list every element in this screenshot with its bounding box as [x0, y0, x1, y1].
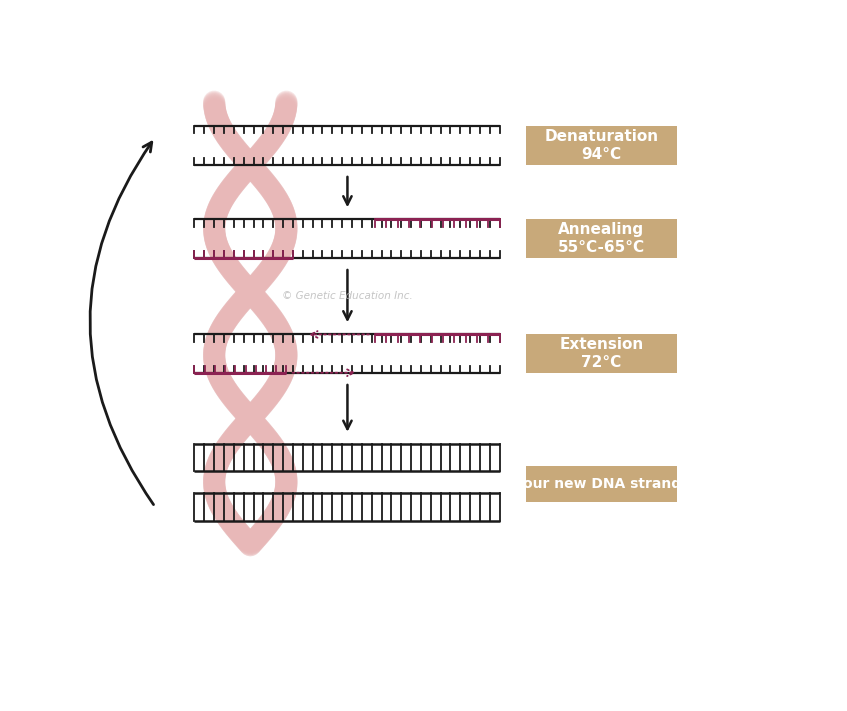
FancyBboxPatch shape — [526, 466, 677, 502]
Text: Four new DNA strands: Four new DNA strands — [514, 477, 689, 491]
FancyBboxPatch shape — [526, 126, 677, 165]
Text: © Genetic Education Inc.: © Genetic Education Inc. — [282, 291, 412, 301]
Text: Extension
72°C: Extension 72°C — [559, 338, 644, 370]
Text: Denaturation
94°C: Denaturation 94°C — [545, 129, 658, 161]
FancyBboxPatch shape — [526, 334, 677, 373]
Text: Annealing
55°C-65°C: Annealing 55°C-65°C — [558, 223, 645, 255]
FancyBboxPatch shape — [526, 219, 677, 258]
